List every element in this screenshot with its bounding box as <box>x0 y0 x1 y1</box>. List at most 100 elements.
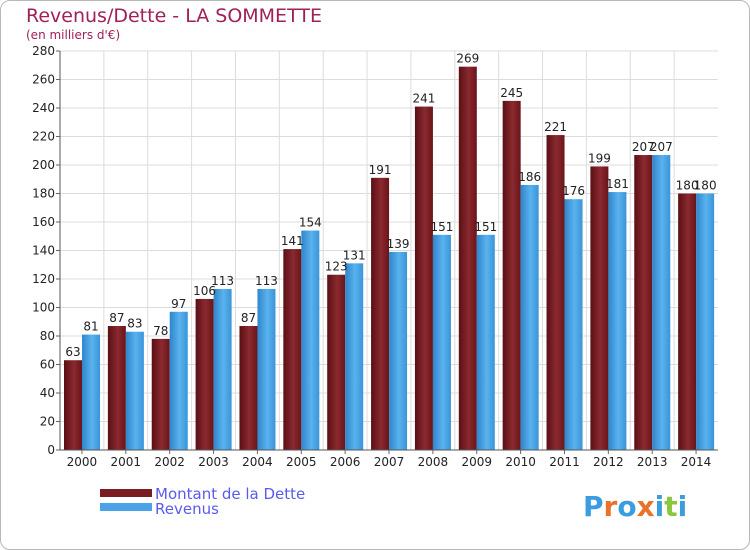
value-label: 151 <box>474 220 497 234</box>
legend-label-debt: Montant de la Dette <box>155 485 305 503</box>
x-tick-label: 2003 <box>198 455 229 469</box>
legend: Montant de la Dette Revenus <box>100 485 305 518</box>
bar-dette <box>327 274 346 450</box>
value-label: 87 <box>241 311 256 325</box>
value-label: 113 <box>211 274 234 288</box>
value-label: 180 <box>676 179 699 193</box>
x-tick-label: 2013 <box>637 455 668 469</box>
value-label: 151 <box>430 220 453 234</box>
x-tick-label: 2014 <box>681 455 712 469</box>
y-tick-label: 220 <box>32 130 55 144</box>
value-label: 63 <box>65 345 80 359</box>
legend-swatch-revenus <box>100 503 152 511</box>
value-label: 141 <box>281 234 304 248</box>
y-tick-labels: 0 20 40 60 80 100 120 140 160 180 200 220 240 260 280 <box>32 44 55 457</box>
value-label: 207 <box>650 140 673 154</box>
y-tick-label: 60 <box>40 358 55 372</box>
value-label: 186 <box>518 170 541 184</box>
x-tick-label: 2012 <box>593 455 624 469</box>
logo-letter: t <box>664 490 677 523</box>
bar-revenus <box>345 263 364 450</box>
proxiti-logo: Proxiti <box>583 490 687 523</box>
value-label: 180 <box>694 179 717 193</box>
x-tick-label: 2009 <box>461 455 492 469</box>
y-tick-label: 260 <box>32 73 55 87</box>
x-tick-label: 2000 <box>67 455 98 469</box>
value-label: 113 <box>255 274 278 288</box>
value-label: 106 <box>193 284 216 298</box>
legend-swatch-debt <box>100 489 152 497</box>
chart-title: Revenus/Dette - LA SOMMETTE <box>26 5 322 27</box>
bar-revenus <box>389 251 408 450</box>
value-label: 81 <box>83 320 98 334</box>
logo-letter: o <box>617 490 636 523</box>
bar-revenus <box>432 234 451 450</box>
bar-dette <box>239 326 258 450</box>
y-tick-label: 180 <box>32 187 55 201</box>
x-tick-label: 2001 <box>111 455 142 469</box>
y-tick-label: 20 <box>40 415 55 429</box>
bar-revenus <box>257 288 276 450</box>
bar-dette <box>546 135 565 450</box>
bar-revenus <box>301 230 320 450</box>
bar-revenus <box>82 334 100 450</box>
value-label: 123 <box>325 260 348 274</box>
y-tick-label: 100 <box>32 301 55 315</box>
y-tick-label: 240 <box>32 101 55 115</box>
bar-dette <box>64 360 82 450</box>
legend-swatch-sep <box>100 497 152 500</box>
bar-revenus <box>608 192 627 450</box>
x-tick-label: 2011 <box>549 455 580 469</box>
logo-letter: i <box>678 490 688 523</box>
bar-revenus <box>652 155 671 450</box>
y-tick-label: 80 <box>40 329 55 343</box>
x-tick-label: 2005 <box>286 455 317 469</box>
bar-revenus <box>564 199 583 450</box>
x-tick-labels: 2000 2001 2002 2003 2004 2005 2006 2007 2008 2009… <box>67 450 712 469</box>
y-tick-label: 40 <box>40 386 55 400</box>
chart-subtitle: (en milliers d'€) <box>26 28 120 42</box>
value-label: 241 <box>412 92 435 106</box>
bar-dette <box>371 177 390 450</box>
bar-dette <box>678 193 697 450</box>
value-label: 181 <box>606 177 629 191</box>
bar-dette <box>414 106 433 450</box>
y-tick-label: 160 <box>32 215 55 229</box>
bar-dette <box>502 100 521 450</box>
logo-letter: r <box>604 490 618 523</box>
x-tick-label: 2002 <box>154 455 185 469</box>
y-tick-label: 280 <box>32 44 55 58</box>
value-label: 269 <box>456 52 479 66</box>
value-label: 83 <box>127 317 142 331</box>
x-tick-label: 2010 <box>505 455 536 469</box>
y-tick-label: 140 <box>32 244 55 258</box>
logo-letter: x <box>637 490 655 523</box>
value-label: 154 <box>299 216 322 230</box>
logo-letter: P <box>583 490 604 523</box>
y-tick-label: 0 <box>47 443 55 457</box>
value-label: 199 <box>588 151 611 165</box>
x-tick-label: 2004 <box>242 455 273 469</box>
bar-dette <box>151 338 170 450</box>
value-label: 191 <box>369 163 392 177</box>
value-label: 97 <box>171 297 186 311</box>
value-label: 131 <box>343 248 366 262</box>
y-tick-label: 200 <box>32 158 55 172</box>
bar-revenus <box>169 311 188 450</box>
x-tick-label: 2006 <box>330 455 361 469</box>
value-label: 78 <box>153 324 168 338</box>
value-label: 221 <box>544 120 567 134</box>
value-label: 87 <box>109 311 124 325</box>
x-tick-label: 2007 <box>374 455 405 469</box>
bar-dette <box>634 155 653 450</box>
value-label: 139 <box>387 237 410 251</box>
bar-revenus <box>476 234 495 450</box>
bar-revenus <box>213 288 232 450</box>
y-tick-label: 120 <box>32 272 55 286</box>
value-label: 176 <box>562 184 585 198</box>
logo-letter: i <box>655 490 665 523</box>
bars <box>64 66 715 451</box>
bar-revenus <box>696 193 715 450</box>
bar-revenus <box>125 331 144 450</box>
legend-label-revenus: Revenus <box>155 500 219 518</box>
